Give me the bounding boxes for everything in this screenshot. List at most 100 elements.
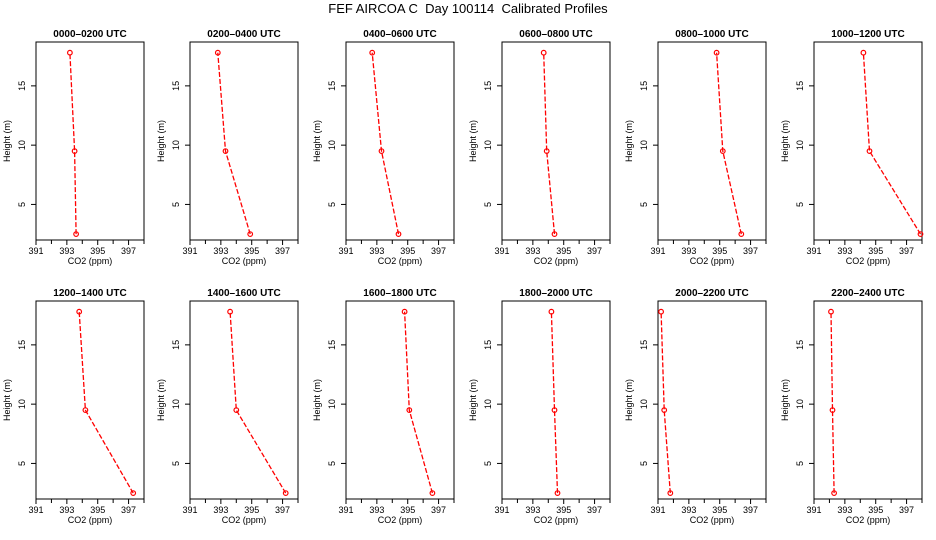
data-point: [661, 407, 668, 414]
data-point: [214, 49, 221, 56]
panel-11: 2000–2200 UTC 391 393 395 397 5 10 15 CO2 (ppm) H…: [624, 288, 767, 525]
plot-frame: [189, 41, 299, 241]
y-tick-label: 10: [639, 399, 649, 409]
x-axis-label: CO2 (ppm): [690, 515, 735, 525]
y-tick-label: 5: [639, 461, 649, 466]
panel-title: 0000–0200 UTC: [53, 29, 126, 40]
profile-line: [550, 311, 559, 494]
y-tick-label: 10: [483, 399, 493, 409]
x-tick-label: 397: [743, 505, 758, 515]
x-tick-label: 391: [182, 246, 197, 256]
y-tick-label: 15: [171, 81, 181, 91]
panel-1: 0000–0200 UTC 391 393 395 397 5 10 15 CO2 (ppm) H…: [2, 29, 145, 266]
y-tick-label: 15: [483, 81, 493, 91]
x-tick-label: 393: [369, 505, 384, 515]
plot-frame: [501, 300, 611, 500]
y-axis-label: Height (m): [780, 379, 790, 421]
data-point: [395, 231, 402, 238]
y-tick-label: 5: [171, 461, 181, 466]
data-point: [378, 148, 385, 155]
panel-7: 1200–1400 UTC 391 393 395 397 5 10 15 CO2 (ppm) H…: [2, 288, 145, 525]
x-axis-label: CO2 (ppm): [68, 515, 113, 525]
x-axis-label: CO2 (ppm): [846, 515, 891, 525]
x-tick-label: 395: [556, 505, 571, 515]
panel-9: 1600–1800 UTC 391 393 395 397 5 10 15 CO2 (ppm) H…: [312, 288, 455, 525]
y-tick-label: 5: [17, 202, 27, 207]
profile-line: [830, 311, 835, 494]
y-tick-label: 15: [171, 340, 181, 350]
y-axis-label: Height (m): [468, 379, 478, 421]
y-axis-label: Height (m): [312, 120, 322, 162]
x-axis-label: CO2 (ppm): [222, 515, 267, 525]
panel-4: 0600–0800 UTC 391 393 395 397 5 10 15 CO2 (ppm) H…: [468, 29, 611, 266]
x-axis-label: CO2 (ppm): [68, 256, 113, 266]
y-axis-label: Height (m): [2, 379, 12, 421]
panel-title: 2000–2200 UTC: [675, 288, 748, 299]
x-tick-label: 393: [525, 505, 540, 515]
data-point: [829, 407, 836, 414]
x-tick-label: 395: [400, 505, 415, 515]
x-tick-label: 391: [338, 505, 353, 515]
panel-title: 1000–1200 UTC: [831, 29, 904, 40]
x-tick-label: 393: [59, 246, 74, 256]
panel-title: 1800–2000 UTC: [519, 288, 592, 299]
panel-title: 2200–2400 UTC: [831, 288, 904, 299]
y-tick-label: 5: [795, 202, 805, 207]
x-tick-label: 393: [681, 246, 696, 256]
x-axis-label: CO2 (ppm): [222, 256, 267, 266]
data-point: [429, 490, 436, 497]
x-axis-label: CO2 (ppm): [690, 256, 735, 266]
y-axis-label: Height (m): [468, 120, 478, 162]
panel-title: 0200–0400 UTC: [207, 29, 280, 40]
y-tick-label: 10: [327, 140, 337, 150]
x-tick-label: 393: [213, 246, 228, 256]
x-tick-label: 395: [868, 246, 883, 256]
data-point: [917, 231, 924, 238]
panel-10: 1800–2000 UTC 391 393 395 397 5 10 15 CO2 (ppm) H…: [468, 288, 611, 525]
x-tick-label: 395: [244, 246, 259, 256]
x-tick-label: 397: [275, 246, 290, 256]
profile-line: [715, 52, 742, 235]
plot-frame: [345, 41, 455, 241]
y-tick-label: 10: [17, 399, 27, 409]
x-axis-label: CO2 (ppm): [534, 515, 579, 525]
x-axis-label: CO2 (ppm): [534, 256, 579, 266]
profile-line: [371, 52, 400, 235]
y-tick-label: 15: [795, 340, 805, 350]
data-point: [282, 490, 289, 497]
y-tick-label: 10: [327, 399, 337, 409]
y-tick-label: 5: [327, 461, 337, 466]
y-axis-label: Height (m): [624, 379, 634, 421]
y-tick-label: 5: [639, 202, 649, 207]
x-tick-label: 397: [431, 246, 446, 256]
data-point: [548, 308, 555, 315]
plot-frame: [35, 300, 145, 500]
plot-frame: [813, 300, 923, 500]
y-axis-label: Height (m): [780, 120, 790, 162]
profile-line: [660, 311, 671, 494]
panel-6: 1000–1200 UTC 391 393 395 397 5 10 15 CO2 (ppm) H…: [780, 29, 924, 266]
x-tick-label: 391: [182, 505, 197, 515]
x-tick-label: 397: [743, 246, 758, 256]
x-tick-label: 397: [275, 505, 290, 515]
x-tick-label: 395: [244, 505, 259, 515]
profile-line: [403, 311, 434, 494]
x-tick-label: 393: [213, 505, 228, 515]
y-tick-label: 15: [639, 81, 649, 91]
y-tick-label: 15: [17, 340, 27, 350]
panel-title: 1400–1600 UTC: [207, 288, 280, 299]
plot-frame: [501, 41, 611, 241]
x-tick-label: 391: [806, 505, 821, 515]
x-tick-label: 395: [712, 246, 727, 256]
x-tick-label: 395: [556, 246, 571, 256]
profile-line: [862, 52, 922, 235]
plot-frame: [189, 300, 299, 500]
panel-title: 0600–0800 UTC: [519, 29, 592, 40]
profile-line: [217, 52, 251, 235]
x-axis-label: CO2 (ppm): [378, 515, 423, 525]
x-tick-label: 397: [121, 246, 136, 256]
profile-line: [543, 52, 556, 235]
y-tick-label: 10: [483, 140, 493, 150]
x-tick-label: 393: [837, 505, 852, 515]
